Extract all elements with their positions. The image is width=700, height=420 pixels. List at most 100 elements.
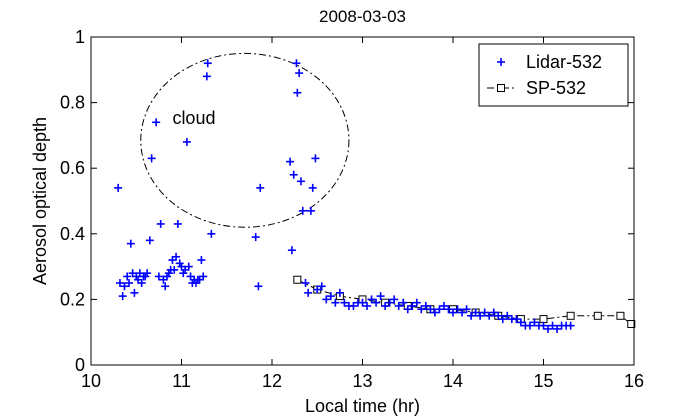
lidar-532-point — [202, 72, 211, 81]
lidar-532-point — [489, 308, 498, 317]
lidar-532-point — [289, 170, 298, 179]
lidar-532-point — [458, 308, 467, 317]
lidar-532-point — [137, 279, 146, 287]
lidar-532-point — [412, 298, 421, 307]
x-axis-label: Local time (hr) — [305, 396, 420, 416]
lidar-532-point — [199, 272, 208, 281]
lidar-532-point — [403, 305, 412, 314]
legend-sp-marker — [497, 84, 505, 92]
lidar-532-point — [203, 59, 212, 68]
lidar-532-point — [170, 265, 179, 274]
lidar-532-point — [385, 298, 394, 307]
lidar-532-point — [381, 301, 390, 310]
lidar-532-point — [298, 206, 307, 215]
lidar-532-point — [125, 279, 134, 287]
y-tick-label: 0 — [75, 355, 85, 375]
sp-532-point — [627, 320, 636, 328]
lidar-532-point — [287, 246, 296, 255]
lidar-532-point — [292, 59, 301, 68]
y-tick-label: 1 — [75, 27, 85, 47]
lidar-532-point — [147, 154, 156, 163]
lidar-532-point — [322, 295, 331, 304]
lidar-532-point — [172, 252, 181, 261]
lidar-532-point — [358, 298, 367, 307]
legend-box — [478, 43, 629, 107]
lidar-532-point — [426, 305, 435, 314]
lidar-532-point — [120, 282, 129, 291]
y-tick-label: 0.2 — [60, 289, 85, 309]
lidar-532-point — [530, 318, 539, 327]
sp-532-point — [593, 311, 602, 320]
legend: Lidar-532 SP-532 — [478, 43, 629, 107]
lidar-532-point — [296, 177, 305, 186]
lidar-532-point — [254, 282, 263, 291]
lidar-532-point — [114, 183, 123, 192]
lidar-532-point — [304, 288, 313, 297]
legend-sp-label: SP-532 — [526, 78, 586, 98]
lidar-532-point — [444, 305, 453, 314]
lidar-532-point — [408, 301, 417, 310]
lidar-532-point — [453, 305, 462, 314]
lidar-532-point — [293, 88, 302, 97]
cloud-ellipse — [140, 52, 350, 228]
chart-title: 2008-03-03 — [319, 7, 406, 26]
lidar-532-point — [340, 298, 349, 307]
lidar-532-point — [130, 288, 139, 297]
legend-lidar-label: Lidar-532 — [526, 52, 602, 72]
y-tick-label: 0.4 — [60, 224, 85, 244]
lidar-532-point — [256, 183, 265, 192]
lidar-532-point — [367, 295, 376, 304]
lidar-532-point — [539, 321, 548, 330]
x-tick-label: 10 — [81, 371, 101, 391]
annotations: cloud — [140, 52, 350, 228]
lidar-532-point — [449, 308, 457, 317]
lidar-532-point — [152, 118, 161, 127]
lidar-532-point — [421, 301, 430, 310]
y-tick-label: 0.8 — [60, 93, 85, 113]
lidar-532-point — [480, 308, 489, 317]
lidar-532-point — [548, 321, 557, 330]
lidar-532-point — [123, 272, 132, 281]
sp-532-point — [566, 311, 575, 320]
lidar-532-point — [485, 311, 494, 320]
lidar-532-point — [251, 233, 260, 242]
lidar-532-point — [439, 301, 448, 310]
lidar-532-point — [417, 305, 426, 314]
lidar-532-point — [462, 305, 471, 314]
lidar-532-point — [399, 298, 408, 307]
lidar-532-point — [145, 236, 154, 245]
lidar-532-point — [372, 298, 381, 307]
cloud-annotation: cloud — [172, 108, 215, 128]
lidar-532-point — [494, 311, 503, 320]
lidar-532-point — [295, 69, 304, 78]
lidar-532-point — [335, 288, 344, 297]
lidar-532-point — [476, 311, 485, 320]
x-tick-label: 13 — [352, 371, 372, 391]
lidar-532-point — [126, 239, 135, 248]
series-layer — [114, 59, 636, 333]
lidar-532-point — [173, 219, 182, 228]
lidar-532-point — [467, 311, 476, 320]
lidar-532-point — [435, 305, 444, 314]
lidar-532-point — [301, 279, 310, 287]
lidar-532-point — [143, 269, 152, 278]
lidar-532-point — [331, 298, 340, 307]
lidar-532-point — [161, 282, 170, 291]
lidar-532-point — [376, 292, 385, 301]
y-axis-label: Aerosol optical depth — [30, 117, 50, 285]
lidar-532-point — [311, 154, 320, 163]
lidar-532-point — [525, 321, 534, 330]
x-tick-label: 11 — [172, 371, 191, 391]
lidar-532-point — [313, 285, 322, 294]
lidar-532-point — [503, 311, 512, 320]
lidar-532-point — [308, 183, 317, 192]
lidar-532-point — [118, 292, 127, 301]
lidar-532-point — [349, 301, 358, 310]
plot-frame — [90, 36, 635, 366]
lidar-532-point — [154, 272, 163, 281]
sp-532-point — [293, 275, 302, 284]
y-tick-label: 0.6 — [60, 158, 85, 178]
lidar-532-point — [197, 256, 206, 265]
lidar-532-point — [207, 229, 216, 238]
